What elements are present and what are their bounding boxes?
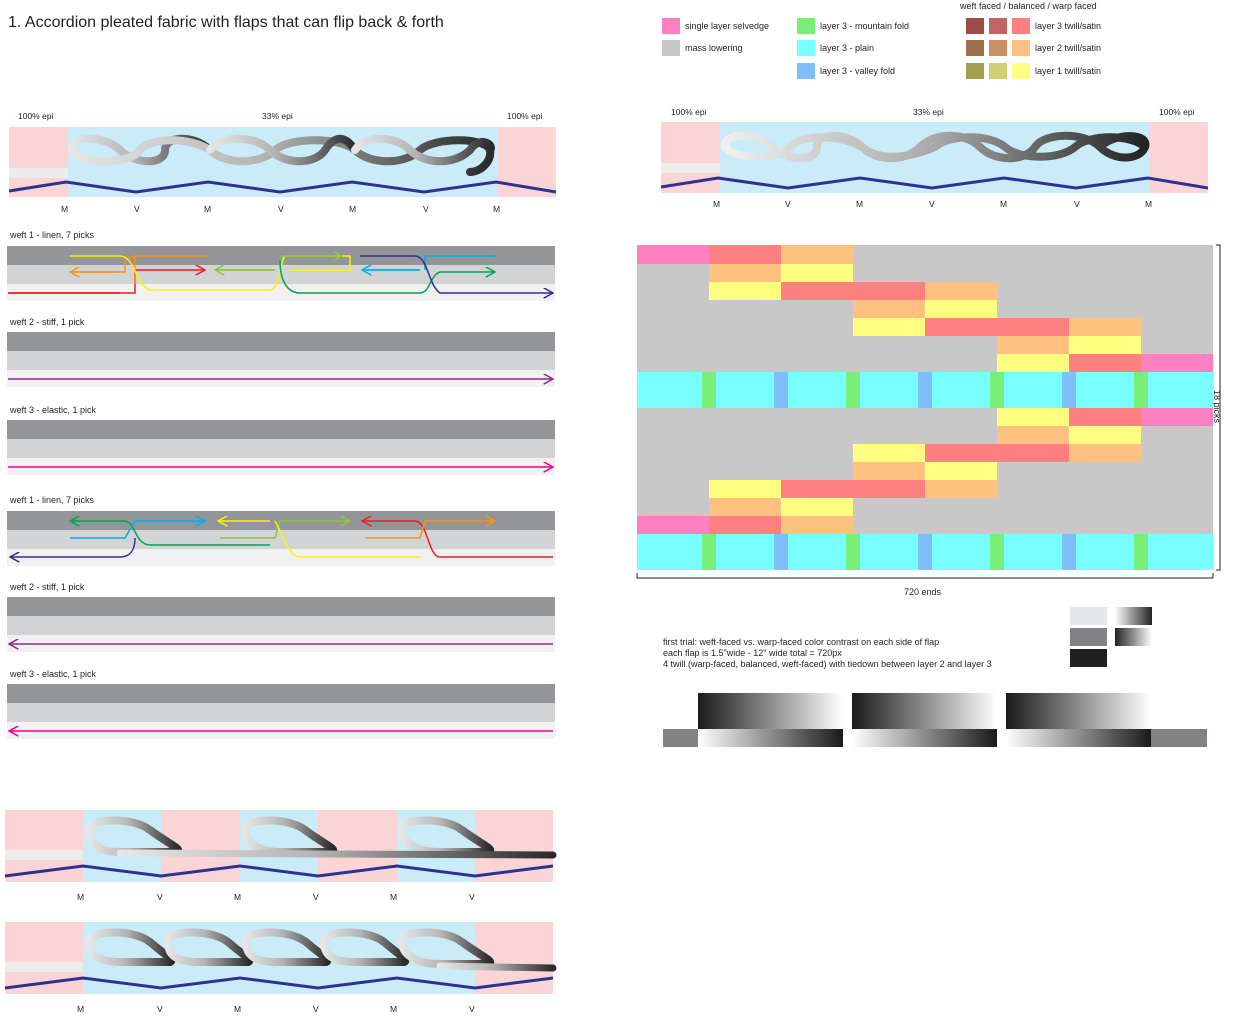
- legend-label-l1: layer 1 twill/satin: [1035, 66, 1102, 76]
- legend-swatch-mass-lowering: [662, 40, 680, 56]
- fold-label: V: [469, 1004, 475, 1014]
- legend-swatch-l3-weft: [966, 18, 984, 34]
- fold-label: V: [785, 199, 791, 209]
- note-line: each flap is 1.5"wide - 12" wide total =…: [663, 648, 842, 658]
- legend-swatch-l3-bal: [989, 18, 1007, 34]
- fold-label: M: [204, 204, 212, 214]
- fold-label: M: [234, 892, 242, 902]
- legend-label-selvedge: single layer selvedge: [685, 21, 770, 31]
- weft-diagram-5: [7, 597, 555, 652]
- fold-label: M: [713, 199, 721, 209]
- legend-swatch-l2-warp: [1012, 40, 1030, 56]
- legend-label-valley: layer 3 - valley fold: [820, 66, 896, 76]
- weft-diagram-2: [7, 332, 555, 387]
- weft-diagram-4: [7, 511, 555, 566]
- fold-label: V: [157, 892, 163, 902]
- fold-label: M: [1145, 199, 1153, 209]
- fold-label: M: [390, 1004, 398, 1014]
- cross-section-top-right: [660, 122, 1212, 193]
- fold-label: V: [278, 204, 284, 214]
- legend-swatch-l1-bal: [989, 63, 1007, 79]
- fold-label: M: [234, 1004, 242, 1014]
- legend-swatch-l1-weft: [966, 63, 984, 79]
- fold-label: M: [61, 204, 69, 214]
- fold-label: V: [469, 892, 475, 902]
- fold-label: M: [349, 204, 357, 214]
- epi-label-mid-2: 33% epi: [913, 107, 944, 117]
- weft-label: weft 2 - stiff, 1 pick: [10, 582, 85, 592]
- page-title: 1. Accordion pleated fabric with flaps t…: [8, 14, 444, 31]
- legend-label-plain: layer 3 - plain: [820, 43, 875, 53]
- legend-swatch-l2-bal: [989, 40, 1007, 56]
- legend-label-mountain: layer 3 - mountain fold: [820, 21, 910, 31]
- weft-diagram-3: [7, 420, 555, 475]
- gradient-strip: [663, 693, 1207, 747]
- fold-label: V: [423, 204, 429, 214]
- contrast-swatches: [1070, 607, 1152, 667]
- legend-swatch-plain: [797, 40, 815, 56]
- epi-label-mid: 33% epi: [262, 111, 293, 121]
- legend-swatch-l3-warp: [1012, 18, 1030, 34]
- legend-label-mass-lowering: mass lowering: [685, 43, 743, 53]
- legend-swatch-l2-weft: [966, 40, 984, 56]
- fold-label: M: [390, 892, 398, 902]
- weft-label: weft 1 - linen, 7 picks: [10, 495, 95, 505]
- epi-label-left: 100% epi: [18, 111, 54, 121]
- fold-label: M: [856, 199, 864, 209]
- fold-label: V: [157, 1004, 163, 1014]
- fold-label: M: [77, 892, 85, 902]
- legend-label-l2: layer 2 twill/satin: [1035, 43, 1102, 53]
- note-line: 4 twill (warp-faced, balanced, weft-face…: [663, 659, 992, 669]
- legend-swatch-mountain: [797, 18, 815, 34]
- legend-swatch-valley: [797, 63, 815, 79]
- fold-label: M: [493, 204, 501, 214]
- cross-section-bottom-2: [4, 922, 557, 994]
- fold-label: V: [929, 199, 935, 209]
- weft-label: weft 2 - stiff, 1 pick: [10, 317, 85, 327]
- epi-label-left-2: 100% epi: [671, 107, 707, 117]
- cross-section-top-left: [8, 127, 559, 197]
- fold-label: V: [134, 204, 140, 214]
- fold-label: V: [313, 1004, 319, 1014]
- weft-label: weft 3 - elastic, 1 pick: [10, 405, 97, 415]
- ends-label: 720 ends: [904, 587, 942, 597]
- legend-label-l3: layer 3 twill/satin: [1035, 21, 1102, 31]
- legend-swatch-selvedge: [662, 18, 680, 34]
- weft-diagram-1: [7, 246, 555, 301]
- cross-section-bottom-1: [4, 810, 557, 882]
- weft-label: weft 1 - linen, 7 picks: [10, 230, 95, 240]
- weft-label: weft 3 - elastic, 1 pick: [10, 669, 97, 679]
- fold-label: M: [1000, 199, 1008, 209]
- legend-swatch-l1-warp: [1012, 63, 1030, 79]
- fold-label: V: [313, 892, 319, 902]
- fold-label: V: [1074, 199, 1080, 209]
- draft-grid: [636, 244, 1221, 579]
- note-line: first trial: weft-faced vs. warp-faced c…: [663, 637, 940, 647]
- weft-diagram-6: [7, 684, 555, 739]
- epi-label-right: 100% epi: [507, 111, 543, 121]
- fold-label: M: [77, 1004, 85, 1014]
- legend-header: weft faced / balanced / warp faced: [960, 1, 1097, 11]
- epi-label-right-2: 100% epi: [1159, 107, 1195, 117]
